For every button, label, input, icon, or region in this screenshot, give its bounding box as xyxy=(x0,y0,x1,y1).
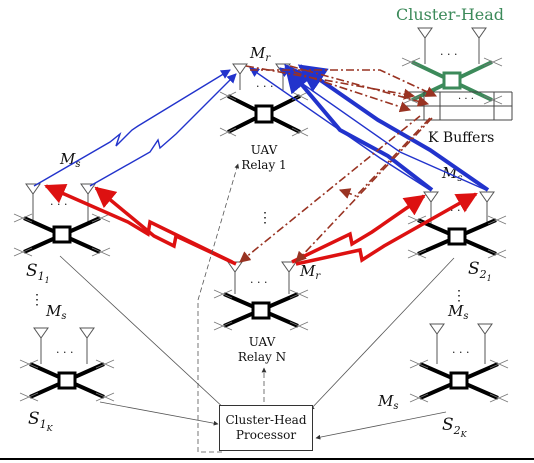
red-links xyxy=(44,183,478,266)
source-s11-antenna-count: Ms xyxy=(59,150,81,170)
source-s21-label: S21 xyxy=(468,259,492,283)
cluster-head-title: Cluster-Head xyxy=(396,5,504,24)
cluster-head-ellipsis: · · · xyxy=(440,48,457,61)
source-s11-drone-icon xyxy=(13,213,111,257)
relay1-to-buffer-3 xyxy=(250,69,438,97)
link-s21-processor xyxy=(309,257,455,411)
source-s1k-drone-icon xyxy=(19,359,115,402)
cluster-head: Cluster-Head · · · · · · K Buffers Ms xyxy=(396,5,513,184)
source-s2k: Ms · · · Ms S2K xyxy=(377,302,509,439)
processor-line2: Processor xyxy=(235,428,297,442)
buffer-to-relayn-3 xyxy=(338,117,431,199)
blue-link-s21-ch-thick-2 xyxy=(297,64,490,192)
source-s2k-ms-label: Ms xyxy=(377,392,399,412)
blue-link-s11-relay1 xyxy=(33,69,231,187)
relay-n-line1: UAV xyxy=(249,335,276,349)
link-processor-relay1 xyxy=(197,163,240,453)
source-s2k-drone-icon xyxy=(409,359,509,403)
buffers-label: K Buffers xyxy=(428,130,494,146)
source-s1k-label: S1K xyxy=(28,409,54,433)
uav-relay-n: ⋮ Mr · · · UAV Relay N xyxy=(213,210,321,364)
source-s2k-antenna-count: Ms xyxy=(447,302,469,322)
buffer-to-relayn-1 xyxy=(239,115,421,263)
source-s2-vdots: ⋮ xyxy=(452,288,466,304)
source-s2k-ellipsis: · · · xyxy=(452,346,469,359)
source-s11-label: S11 xyxy=(26,261,50,285)
cluster-head-drone-icon xyxy=(401,57,503,105)
source-s11-antennas xyxy=(25,183,96,222)
relay1-to-buffer-2 xyxy=(289,65,430,107)
relay-n-ellipsis: · · · xyxy=(250,276,267,289)
source-s1k-ellipsis: · · · xyxy=(56,346,73,359)
relay-vdots: ⋮ xyxy=(258,210,272,226)
relay-1-line2: Relay 1 xyxy=(241,158,286,172)
relay-n-drone-icon xyxy=(213,289,309,331)
relay-1-antenna-count: Mr xyxy=(249,44,271,64)
source-s1k: Ms · · · S1K xyxy=(19,302,115,433)
source-s11: Ms · · · S11 ⋮ xyxy=(13,150,111,308)
source-s1k-antennas xyxy=(33,327,95,364)
source-s1-vdots: ⋮ xyxy=(30,292,44,308)
processor-line1: Cluster-Head xyxy=(225,413,307,427)
source-s11-ellipsis: · · · xyxy=(50,198,67,211)
source-s21: · · · S21 ⋮ xyxy=(407,191,507,304)
red-link-relayn-s21 xyxy=(291,194,426,264)
source-s1k-antenna-count: Ms xyxy=(45,302,67,322)
source-s2k-antennas xyxy=(429,323,493,364)
link-s2k-processor xyxy=(315,411,447,440)
blue-link-s21-relay1 xyxy=(279,67,487,191)
link-s1k-processor xyxy=(99,401,219,426)
relay-n-antenna-count: Mr xyxy=(299,262,321,282)
buffer-to-relayn-2 xyxy=(295,117,433,263)
source-s2k-label: S2K xyxy=(442,415,468,439)
blue-links xyxy=(33,63,490,192)
blue-link-s11b-relay1 xyxy=(89,73,237,187)
blue-link-s21-ch-thick xyxy=(284,63,434,192)
uav-relay-1: · · · Mr UAV Relay 1 xyxy=(219,44,309,172)
cluster-head-antennas xyxy=(417,27,487,64)
processor-links xyxy=(59,163,455,453)
blue-link-s21-relay1-b xyxy=(249,67,431,191)
buffer-ellipsis: · · · xyxy=(458,94,474,105)
relay-n-line2: Relay N xyxy=(238,350,286,364)
relay-1-line1: UAV xyxy=(251,143,278,157)
relay1-to-buffer-4 xyxy=(293,71,412,113)
cluster-head-processor: Cluster-Head Processor xyxy=(219,405,313,451)
relay-buffer-links xyxy=(239,65,438,263)
source-s21-drone-icon xyxy=(407,215,507,259)
red-link-relayn-s21-b xyxy=(295,192,478,266)
red-link-relayn-s11-b xyxy=(94,186,237,266)
relay-1-ellipsis: · · · xyxy=(256,80,273,93)
relay1-to-buffer-1 xyxy=(245,65,416,100)
